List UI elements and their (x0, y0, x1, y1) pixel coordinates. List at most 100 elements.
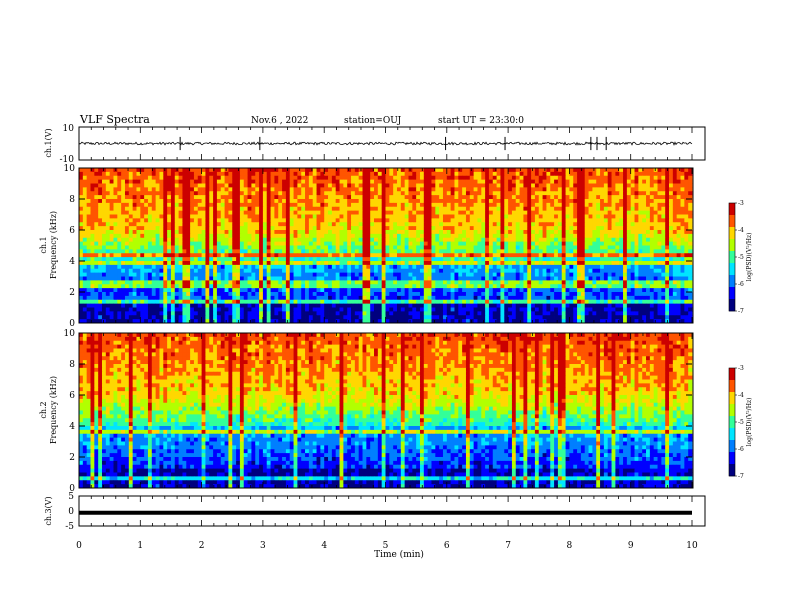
spectrogram-cell (132, 249, 137, 254)
spectrogram-cell (144, 183, 149, 188)
spectrogram-cell (259, 261, 264, 266)
spectrogram-cell (358, 245, 363, 250)
spectrogram-cell (224, 195, 229, 200)
spectrogram-cell (393, 284, 398, 289)
spectrogram-cell (396, 280, 402, 285)
spectrogram-cell (140, 187, 145, 192)
spectrogram-cell (465, 168, 471, 173)
spectrogram-cell (216, 199, 222, 204)
spectrogram-cell (101, 218, 107, 223)
spectrogram-cell (316, 245, 321, 250)
spectrogram-cell (496, 171, 501, 177)
spectrogram-cell (331, 183, 337, 188)
spectrogram-cell (577, 183, 582, 188)
spectrogram-cell (232, 268, 237, 274)
spectrogram-cell (328, 245, 333, 250)
spectrogram-cell (446, 284, 452, 289)
spectrogram-cell (607, 168, 612, 173)
spectrogram-cell (634, 175, 639, 181)
spectrogram-cell (412, 179, 417, 184)
spectrogram-cell (669, 233, 674, 239)
spectrogram-cell (419, 226, 425, 231)
spectrogram-cell (82, 168, 88, 173)
spectrogram-cell (538, 245, 543, 250)
spectrogram-cell (232, 253, 237, 258)
spectrogram-cell (109, 264, 114, 270)
spectrogram-cell (688, 218, 693, 223)
spectrogram-cell (109, 199, 114, 204)
spectrogram-cell (442, 168, 448, 173)
spectrogram-cell (607, 264, 612, 270)
spectrogram-cell (611, 210, 616, 215)
spectrogram-cell (481, 276, 486, 281)
spectrogram-cell (147, 187, 153, 192)
spectrogram-cell (458, 230, 463, 235)
spectrogram-cell (128, 272, 134, 277)
spectrogram-cell (316, 218, 321, 223)
spectrogram-cell (607, 218, 612, 223)
spectrogram-cell (408, 214, 413, 219)
spectrogram-cell (98, 233, 103, 239)
spectrogram-cell (209, 218, 214, 223)
spectrogram-cell (197, 214, 202, 219)
spectrogram-cell (481, 268, 486, 274)
spectrogram-cell (128, 230, 134, 235)
spectrogram-cell (588, 171, 593, 177)
spectrogram-cell (381, 222, 386, 227)
spectrogram-cell (170, 268, 176, 274)
spectrogram-cell (607, 191, 612, 196)
spectrogram-cell (94, 195, 99, 200)
spectrogram-cell (163, 175, 168, 181)
spectrogram-cell (649, 183, 655, 188)
spectrogram-cell (224, 237, 229, 243)
spectrogram-cell (278, 195, 283, 200)
spectrogram-cell (278, 233, 283, 239)
spectrogram-cell (500, 183, 505, 188)
spectrogram-cell (600, 210, 605, 215)
spectrogram-cell (155, 210, 160, 215)
spectrogram-cell (232, 214, 237, 219)
spectrogram-cell (282, 253, 287, 258)
spectrogram-cell (661, 206, 666, 212)
spectrogram-cell (201, 245, 206, 250)
spectrogram-cell (270, 175, 275, 181)
spectrogram-cell (669, 206, 674, 212)
spectrogram-cell (324, 206, 329, 212)
spectrogram-cell (232, 222, 237, 227)
spectrogram-cell (278, 187, 283, 192)
spectrogram-cell (649, 272, 655, 277)
spectrogram-cell (236, 199, 241, 204)
spectrogram-cell (419, 261, 425, 266)
spectrogram-cell (611, 237, 616, 243)
spectrogram-cell (278, 226, 283, 231)
spectrogram-cell (531, 195, 536, 200)
spectrogram-cell (190, 284, 195, 289)
spectrogram-cell (94, 191, 99, 196)
spectrogram-cell (136, 183, 141, 188)
spectrogram-cell (646, 202, 651, 208)
spectrogram-cell (274, 268, 279, 274)
spectrogram-cell (147, 210, 153, 215)
spectrogram-cell (419, 280, 425, 285)
spectrogram-cell (504, 202, 509, 208)
spectrogram-cell (649, 261, 655, 266)
spectrogram-cell (523, 261, 528, 266)
spectrogram-cell (626, 202, 632, 208)
spectrogram-cell (289, 218, 294, 223)
spectrogram-cell (600, 276, 605, 281)
spectrogram-cell (82, 195, 88, 200)
spectrogram-cell (454, 249, 459, 254)
spectrogram-cell (251, 195, 256, 200)
spectrogram-cell (519, 222, 524, 227)
spectrogram-cell (140, 280, 145, 285)
spectrogram-cell (205, 237, 210, 243)
spectrogram-cell (439, 233, 444, 239)
spectrogram-cell (565, 280, 570, 285)
spectrogram-cell (416, 183, 421, 188)
spectrogram-cell (615, 202, 620, 208)
spectrogram-cell (266, 179, 271, 184)
spectrogram-cell (266, 276, 271, 281)
spectrogram-cell (228, 226, 233, 231)
spectrogram-cell (626, 253, 632, 258)
spectrogram-cell (82, 191, 88, 196)
